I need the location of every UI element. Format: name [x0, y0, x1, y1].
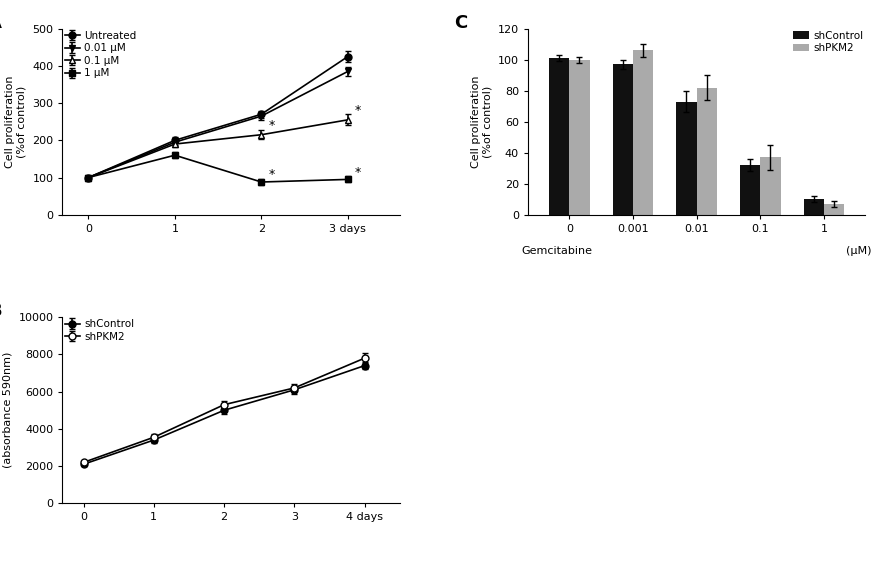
- Bar: [739, 165, 760, 214]
- Text: *: *: [355, 104, 361, 117]
- Text: *: *: [268, 168, 275, 181]
- Bar: [804, 199, 824, 214]
- Bar: [569, 59, 590, 214]
- Text: *: *: [268, 119, 275, 132]
- Y-axis label: Cell proliferation
(absorbance 590nm): Cell proliferation (absorbance 590nm): [0, 352, 12, 468]
- Bar: [549, 58, 569, 214]
- Legend: shControl, shPKM2: shControl, shPKM2: [64, 319, 135, 342]
- Text: A: A: [0, 14, 2, 31]
- Bar: [613, 64, 633, 214]
- Text: Gemcitabine: Gemcitabine: [521, 247, 592, 256]
- Bar: [824, 204, 844, 214]
- Y-axis label: Cell proliferation
(%of control): Cell proliferation (%of control): [5, 76, 27, 168]
- Legend: shControl, shPKM2: shControl, shPKM2: [793, 31, 863, 53]
- Bar: [633, 50, 653, 214]
- Bar: [697, 88, 717, 214]
- Text: B: B: [0, 302, 2, 320]
- Bar: [676, 101, 697, 214]
- Bar: [760, 157, 780, 214]
- Text: *: *: [355, 166, 361, 178]
- Y-axis label: Cell proliferation
(%of control): Cell proliferation (%of control): [471, 76, 492, 168]
- Legend: Untreated, 0.01 μM, 0.1 μM, 1 μM: Untreated, 0.01 μM, 0.1 μM, 1 μM: [64, 31, 136, 78]
- Text: (μM): (μM): [847, 247, 872, 256]
- Text: C: C: [454, 14, 467, 31]
